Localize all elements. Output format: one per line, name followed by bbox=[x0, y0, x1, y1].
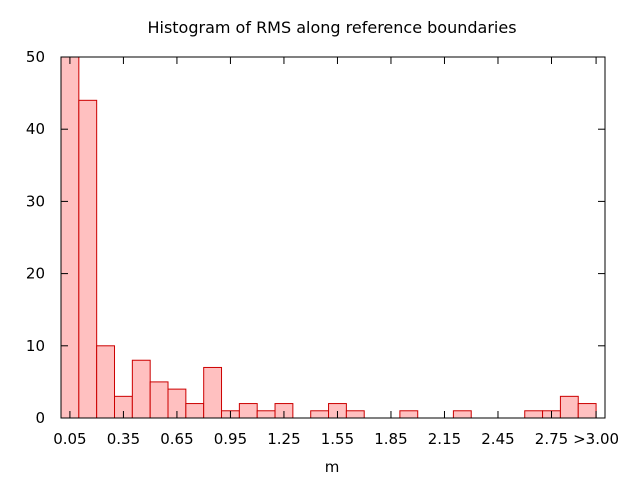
y-axis: 0 10 20 30 40 50 bbox=[26, 48, 605, 427]
x-tick-label: 0.05 bbox=[53, 430, 86, 448]
chart-title: Histogram of RMS along reference boundar… bbox=[147, 18, 516, 37]
histogram-bar bbox=[60, 56, 80, 419]
histogram-bar bbox=[185, 403, 205, 419]
x-tick-label: 0.95 bbox=[214, 430, 247, 448]
x-tick-label: 2.45 bbox=[481, 430, 514, 448]
plot-frame bbox=[60, 56, 606, 419]
x-tick-label: 0.65 bbox=[160, 430, 193, 448]
histogram-bar bbox=[577, 403, 597, 419]
y-tick-label: 20 bbox=[26, 265, 45, 283]
histogram-bar bbox=[310, 410, 330, 419]
histogram-bar bbox=[524, 410, 544, 419]
y-tick-label: 0 bbox=[35, 409, 45, 427]
histogram-bar bbox=[203, 366, 223, 419]
x-tick-label: 2.75 bbox=[535, 430, 568, 448]
histogram-bar bbox=[399, 410, 419, 419]
y-tick-label: 40 bbox=[26, 120, 45, 138]
x-tick-label: 1.55 bbox=[321, 430, 354, 448]
y-tick-label: 30 bbox=[26, 192, 45, 210]
y-tick-label: 10 bbox=[26, 337, 45, 355]
histogram-bar bbox=[559, 395, 579, 419]
x-tick-label: 2.15 bbox=[428, 430, 461, 448]
histogram-bar bbox=[78, 99, 98, 419]
histogram-bar bbox=[256, 410, 276, 419]
histogram-bar bbox=[149, 381, 169, 419]
x-tick-label: 0.35 bbox=[107, 430, 140, 448]
histogram-bar bbox=[131, 359, 151, 419]
y-tick-label: 50 bbox=[26, 48, 45, 66]
histogram-bar bbox=[452, 410, 472, 419]
x-axis-label: m bbox=[325, 458, 340, 476]
x-tick-label: 1.25 bbox=[267, 430, 300, 448]
histogram-bar bbox=[238, 403, 258, 419]
histogram-bar bbox=[96, 345, 116, 419]
bars-group bbox=[60, 56, 597, 419]
histogram-bar bbox=[345, 410, 365, 419]
x-tick-label: >3.00 bbox=[573, 430, 619, 448]
x-tick-label: 1.85 bbox=[374, 430, 407, 448]
x-axis: 0.05 0.35 0.65 0.95 1.25 1.55 1.85 2.15 2.45 2.75… bbox=[53, 57, 619, 448]
